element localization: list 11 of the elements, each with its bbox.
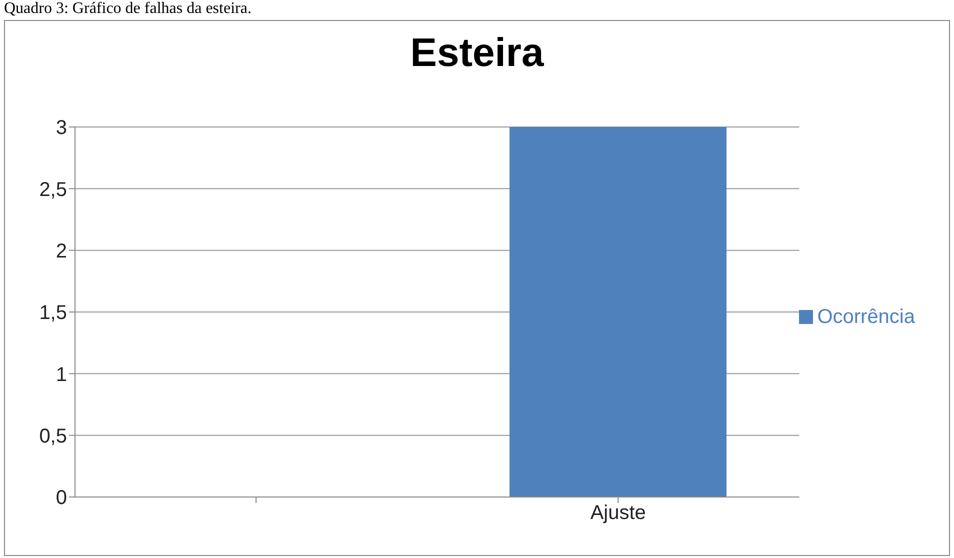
y-tick-label: 0,5	[39, 425, 67, 448]
y-tick-label: 2,5	[39, 178, 67, 201]
y-tick-label: 1	[56, 364, 67, 386]
text: Quadro 3: Gráfico de falhas da esteira.	[4, 0, 252, 18]
y-tick-label: 0	[56, 487, 67, 510]
x-tick-label: Ajuste	[590, 502, 646, 524]
y-tick-label: 3	[56, 117, 67, 140]
legend-label: Ocorrência	[817, 306, 915, 328]
chart-title: Esteira	[409, 31, 545, 77]
y-tick-label: 1,5	[39, 302, 67, 324]
y-tick-label: 2	[56, 240, 67, 262]
